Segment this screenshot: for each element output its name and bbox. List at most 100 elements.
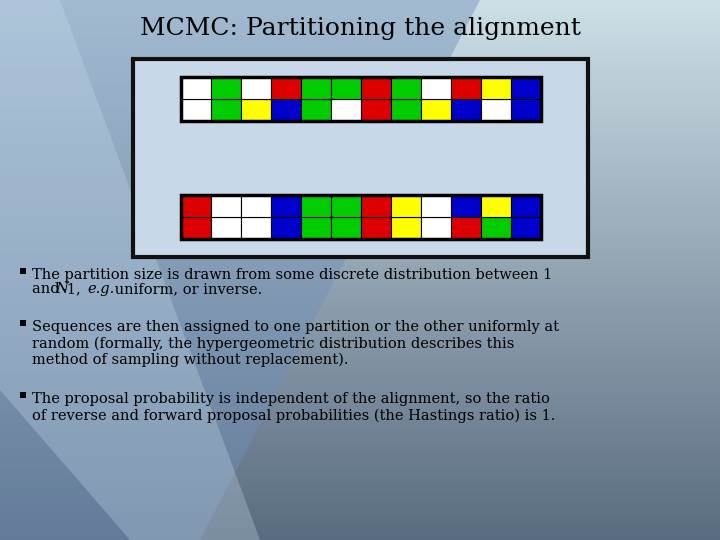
- Polygon shape: [0, 0, 480, 540]
- Bar: [361, 195, 390, 217]
- Bar: [0, 117, 720, 122]
- Bar: [0, 220, 720, 225]
- Bar: [0, 50, 720, 54]
- Bar: [240, 77, 271, 99]
- Bar: [330, 195, 361, 217]
- Bar: [0, 436, 720, 441]
- Text: Sequences are then assigned to one partition or the other uniformly at
random (f: Sequences are then assigned to one parti…: [32, 320, 559, 367]
- Bar: [271, 77, 300, 99]
- Bar: [0, 261, 720, 266]
- Bar: [0, 477, 720, 482]
- Bar: [133, 59, 588, 257]
- Bar: [0, 144, 720, 148]
- Bar: [0, 486, 720, 490]
- Bar: [330, 77, 361, 99]
- Bar: [0, 472, 720, 477]
- Bar: [390, 99, 420, 121]
- Bar: [0, 401, 720, 405]
- Bar: [0, 252, 720, 256]
- Bar: [0, 166, 720, 171]
- Bar: [390, 195, 420, 217]
- Bar: [0, 297, 720, 301]
- Bar: [0, 27, 720, 31]
- Bar: [0, 135, 720, 139]
- Bar: [0, 522, 720, 526]
- Bar: [0, 450, 720, 455]
- Bar: [0, 369, 720, 374]
- Bar: [181, 77, 210, 99]
- Bar: [0, 360, 720, 364]
- Bar: [0, 0, 720, 4]
- Bar: [0, 441, 720, 445]
- Text: N: N: [55, 282, 68, 296]
- Bar: [480, 99, 510, 121]
- Bar: [0, 387, 720, 392]
- Bar: [0, 225, 720, 229]
- Bar: [330, 217, 361, 239]
- Bar: [0, 36, 720, 40]
- Bar: [0, 315, 720, 320]
- Bar: [0, 320, 720, 324]
- Bar: [0, 247, 720, 252]
- Bar: [0, 256, 720, 261]
- Bar: [0, 364, 720, 369]
- Bar: [0, 310, 720, 315]
- Bar: [0, 176, 720, 180]
- Bar: [0, 158, 720, 162]
- Bar: [0, 131, 720, 135]
- Bar: [300, 195, 330, 217]
- Bar: [181, 77, 541, 121]
- Bar: [0, 396, 720, 401]
- Bar: [0, 432, 720, 436]
- Bar: [0, 463, 720, 468]
- Bar: [0, 54, 720, 58]
- Bar: [0, 446, 720, 450]
- Bar: [0, 23, 720, 27]
- Bar: [0, 81, 720, 85]
- Text: e.g.: e.g.: [87, 282, 114, 296]
- Text: The partition size is drawn from some discrete distribution between 1: The partition size is drawn from some di…: [32, 268, 552, 282]
- Bar: [300, 99, 330, 121]
- Bar: [0, 382, 720, 387]
- Bar: [0, 414, 720, 418]
- Text: MCMC: Partitioning the alignment: MCMC: Partitioning the alignment: [140, 17, 580, 40]
- Bar: [300, 77, 330, 99]
- Bar: [451, 77, 480, 99]
- Bar: [0, 374, 720, 378]
- Bar: [0, 328, 720, 333]
- Bar: [420, 77, 451, 99]
- Bar: [0, 234, 720, 239]
- Bar: [300, 217, 330, 239]
- Bar: [0, 126, 720, 131]
- Bar: [20, 320, 26, 326]
- Bar: [0, 504, 720, 509]
- Bar: [181, 217, 210, 239]
- Bar: [480, 195, 510, 217]
- Bar: [361, 217, 390, 239]
- Bar: [0, 45, 720, 50]
- Bar: [0, 9, 720, 14]
- Bar: [0, 94, 720, 99]
- Bar: [330, 99, 361, 121]
- Bar: [0, 342, 720, 347]
- Bar: [0, 409, 720, 414]
- Bar: [20, 392, 26, 398]
- Bar: [0, 104, 720, 108]
- Bar: [0, 266, 720, 270]
- Bar: [0, 513, 720, 517]
- Bar: [0, 301, 720, 306]
- Bar: [0, 270, 720, 274]
- Bar: [0, 239, 720, 243]
- Bar: [240, 195, 271, 217]
- Bar: [0, 230, 720, 234]
- Bar: [510, 99, 541, 121]
- Bar: [0, 338, 720, 342]
- Bar: [0, 31, 720, 36]
- Bar: [0, 333, 720, 338]
- Bar: [0, 284, 720, 288]
- Bar: [510, 217, 541, 239]
- Bar: [0, 324, 720, 328]
- Bar: [0, 4, 720, 9]
- Bar: [0, 40, 720, 45]
- Bar: [480, 217, 510, 239]
